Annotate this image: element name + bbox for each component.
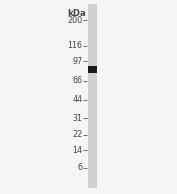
Text: 116: 116 [67,41,82,50]
Text: 14: 14 [72,146,82,155]
Text: 66: 66 [72,76,82,85]
Text: 22: 22 [72,130,82,139]
Text: kDa: kDa [67,9,86,18]
Text: 97: 97 [72,57,82,66]
Text: 31: 31 [72,114,82,123]
Text: 44: 44 [72,95,82,104]
Bar [88,66,97,73]
Bar [88,4,97,188]
Text: 6: 6 [77,163,82,172]
Text: 200: 200 [67,16,82,25]
